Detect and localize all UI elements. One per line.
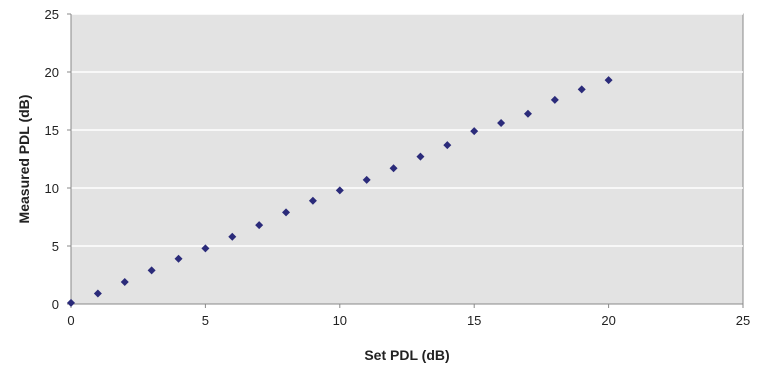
data-point-20 (604, 76, 613, 85)
data-point-9 (308, 196, 317, 205)
data-points (67, 76, 613, 307)
x-tick-label-25: 25 (736, 313, 750, 328)
plot-area (70, 13, 744, 305)
y-tick-label-0: 0 (52, 297, 59, 312)
data-point-13 (416, 152, 425, 161)
x-tick-label-15: 15 (467, 313, 481, 328)
y-axis-title: Measured PDL (dB) (16, 95, 32, 224)
data-point-5 (201, 244, 210, 253)
y-tick-label-5: 5 (52, 239, 59, 254)
y-tick-label-25: 25 (45, 7, 59, 22)
data-point-18 (550, 95, 559, 104)
tick-labels: 0 5 10 15 20 25 0 5 10 15 20 25 (45, 7, 751, 328)
y-tick-label-10: 10 (45, 181, 59, 196)
data-point-17 (523, 109, 532, 118)
data-point-16 (497, 119, 506, 128)
grid-lines (71, 13, 743, 247)
data-point-15 (470, 127, 479, 136)
data-point-7 (255, 221, 264, 230)
y-tick-label-15: 15 (45, 123, 59, 138)
data-point-14 (443, 141, 452, 150)
data-point-3 (147, 266, 156, 275)
axes (70, 14, 743, 305)
data-point-2 (120, 277, 129, 286)
data-point-11 (362, 175, 371, 184)
data-point-6 (228, 232, 237, 241)
data-point-1 (93, 289, 102, 298)
y-tick-label-20: 20 (45, 65, 59, 80)
data-point-19 (577, 85, 586, 94)
data-point-0 (67, 298, 75, 307)
data-point-4 (174, 254, 183, 263)
data-point-12 (389, 164, 398, 173)
x-tick-label-0: 0 (67, 313, 74, 328)
data-point-10 (335, 186, 344, 195)
x-tick-label-20: 20 (601, 313, 615, 328)
x-tick-label-5: 5 (202, 313, 209, 328)
data-point-8 (282, 208, 291, 217)
x-axis-title: Set PDL (dB) (364, 347, 449, 363)
x-tick-label-10: 10 (333, 313, 347, 328)
